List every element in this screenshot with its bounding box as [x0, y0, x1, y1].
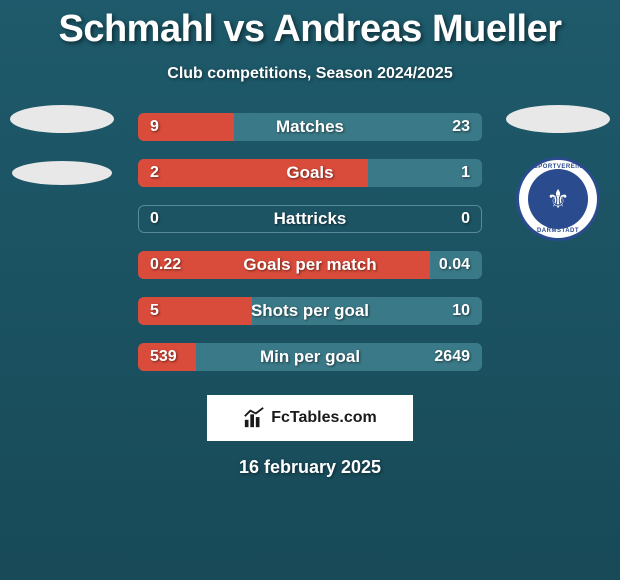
right-player-placeholder-oval — [506, 105, 610, 133]
club-badge-text-top: SPORTVEREIN — [534, 164, 583, 170]
stat-row: 0.220.04Goals per match — [138, 251, 482, 279]
stat-label: Goals — [138, 159, 482, 187]
stat-row: 5392649Min per goal — [138, 343, 482, 371]
fleur-de-lis-icon: ⚜ — [528, 169, 588, 229]
comparison-area: SPORTVEREIN ⚜ DARMSTADT 923Matches 21Goal… — [0, 113, 620, 371]
left-club-column — [8, 105, 116, 185]
footer-date: 16 february 2025 — [0, 457, 620, 478]
stat-label: Min per goal — [138, 343, 482, 371]
club-badge-text-bottom: DARMSTADT — [537, 228, 579, 234]
right-club-column: SPORTVEREIN ⚜ DARMSTADT — [504, 105, 612, 241]
stat-label: Shots per goal — [138, 297, 482, 325]
right-club-badge: SPORTVEREIN ⚜ DARMSTADT — [516, 157, 600, 241]
stat-label: Matches — [138, 113, 482, 141]
left-club-placeholder-oval-1 — [10, 105, 114, 133]
stat-label: Hattricks — [138, 205, 482, 233]
left-club-placeholder-oval-2 — [12, 161, 112, 185]
stat-row: 510Shots per goal — [138, 297, 482, 325]
stat-row: 00Hattricks — [138, 205, 482, 233]
page-title: Schmahl vs Andreas Mueller — [0, 0, 620, 51]
stat-row: 923Matches — [138, 113, 482, 141]
stat-row: 21Goals — [138, 159, 482, 187]
brand-text: FcTables.com — [271, 409, 377, 427]
brand-badge: FcTables.com — [207, 395, 413, 441]
page-subtitle: Club competitions, Season 2024/2025 — [0, 65, 620, 83]
stat-label: Goals per match — [138, 251, 482, 279]
stat-bars-container: 923Matches 21Goals 00Hattricks 0.220.04Goal… — [138, 113, 482, 371]
chart-icon — [243, 407, 265, 429]
